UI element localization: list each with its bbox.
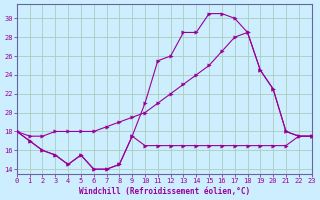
X-axis label: Windchill (Refroidissement éolien,°C): Windchill (Refroidissement éolien,°C) (79, 187, 250, 196)
